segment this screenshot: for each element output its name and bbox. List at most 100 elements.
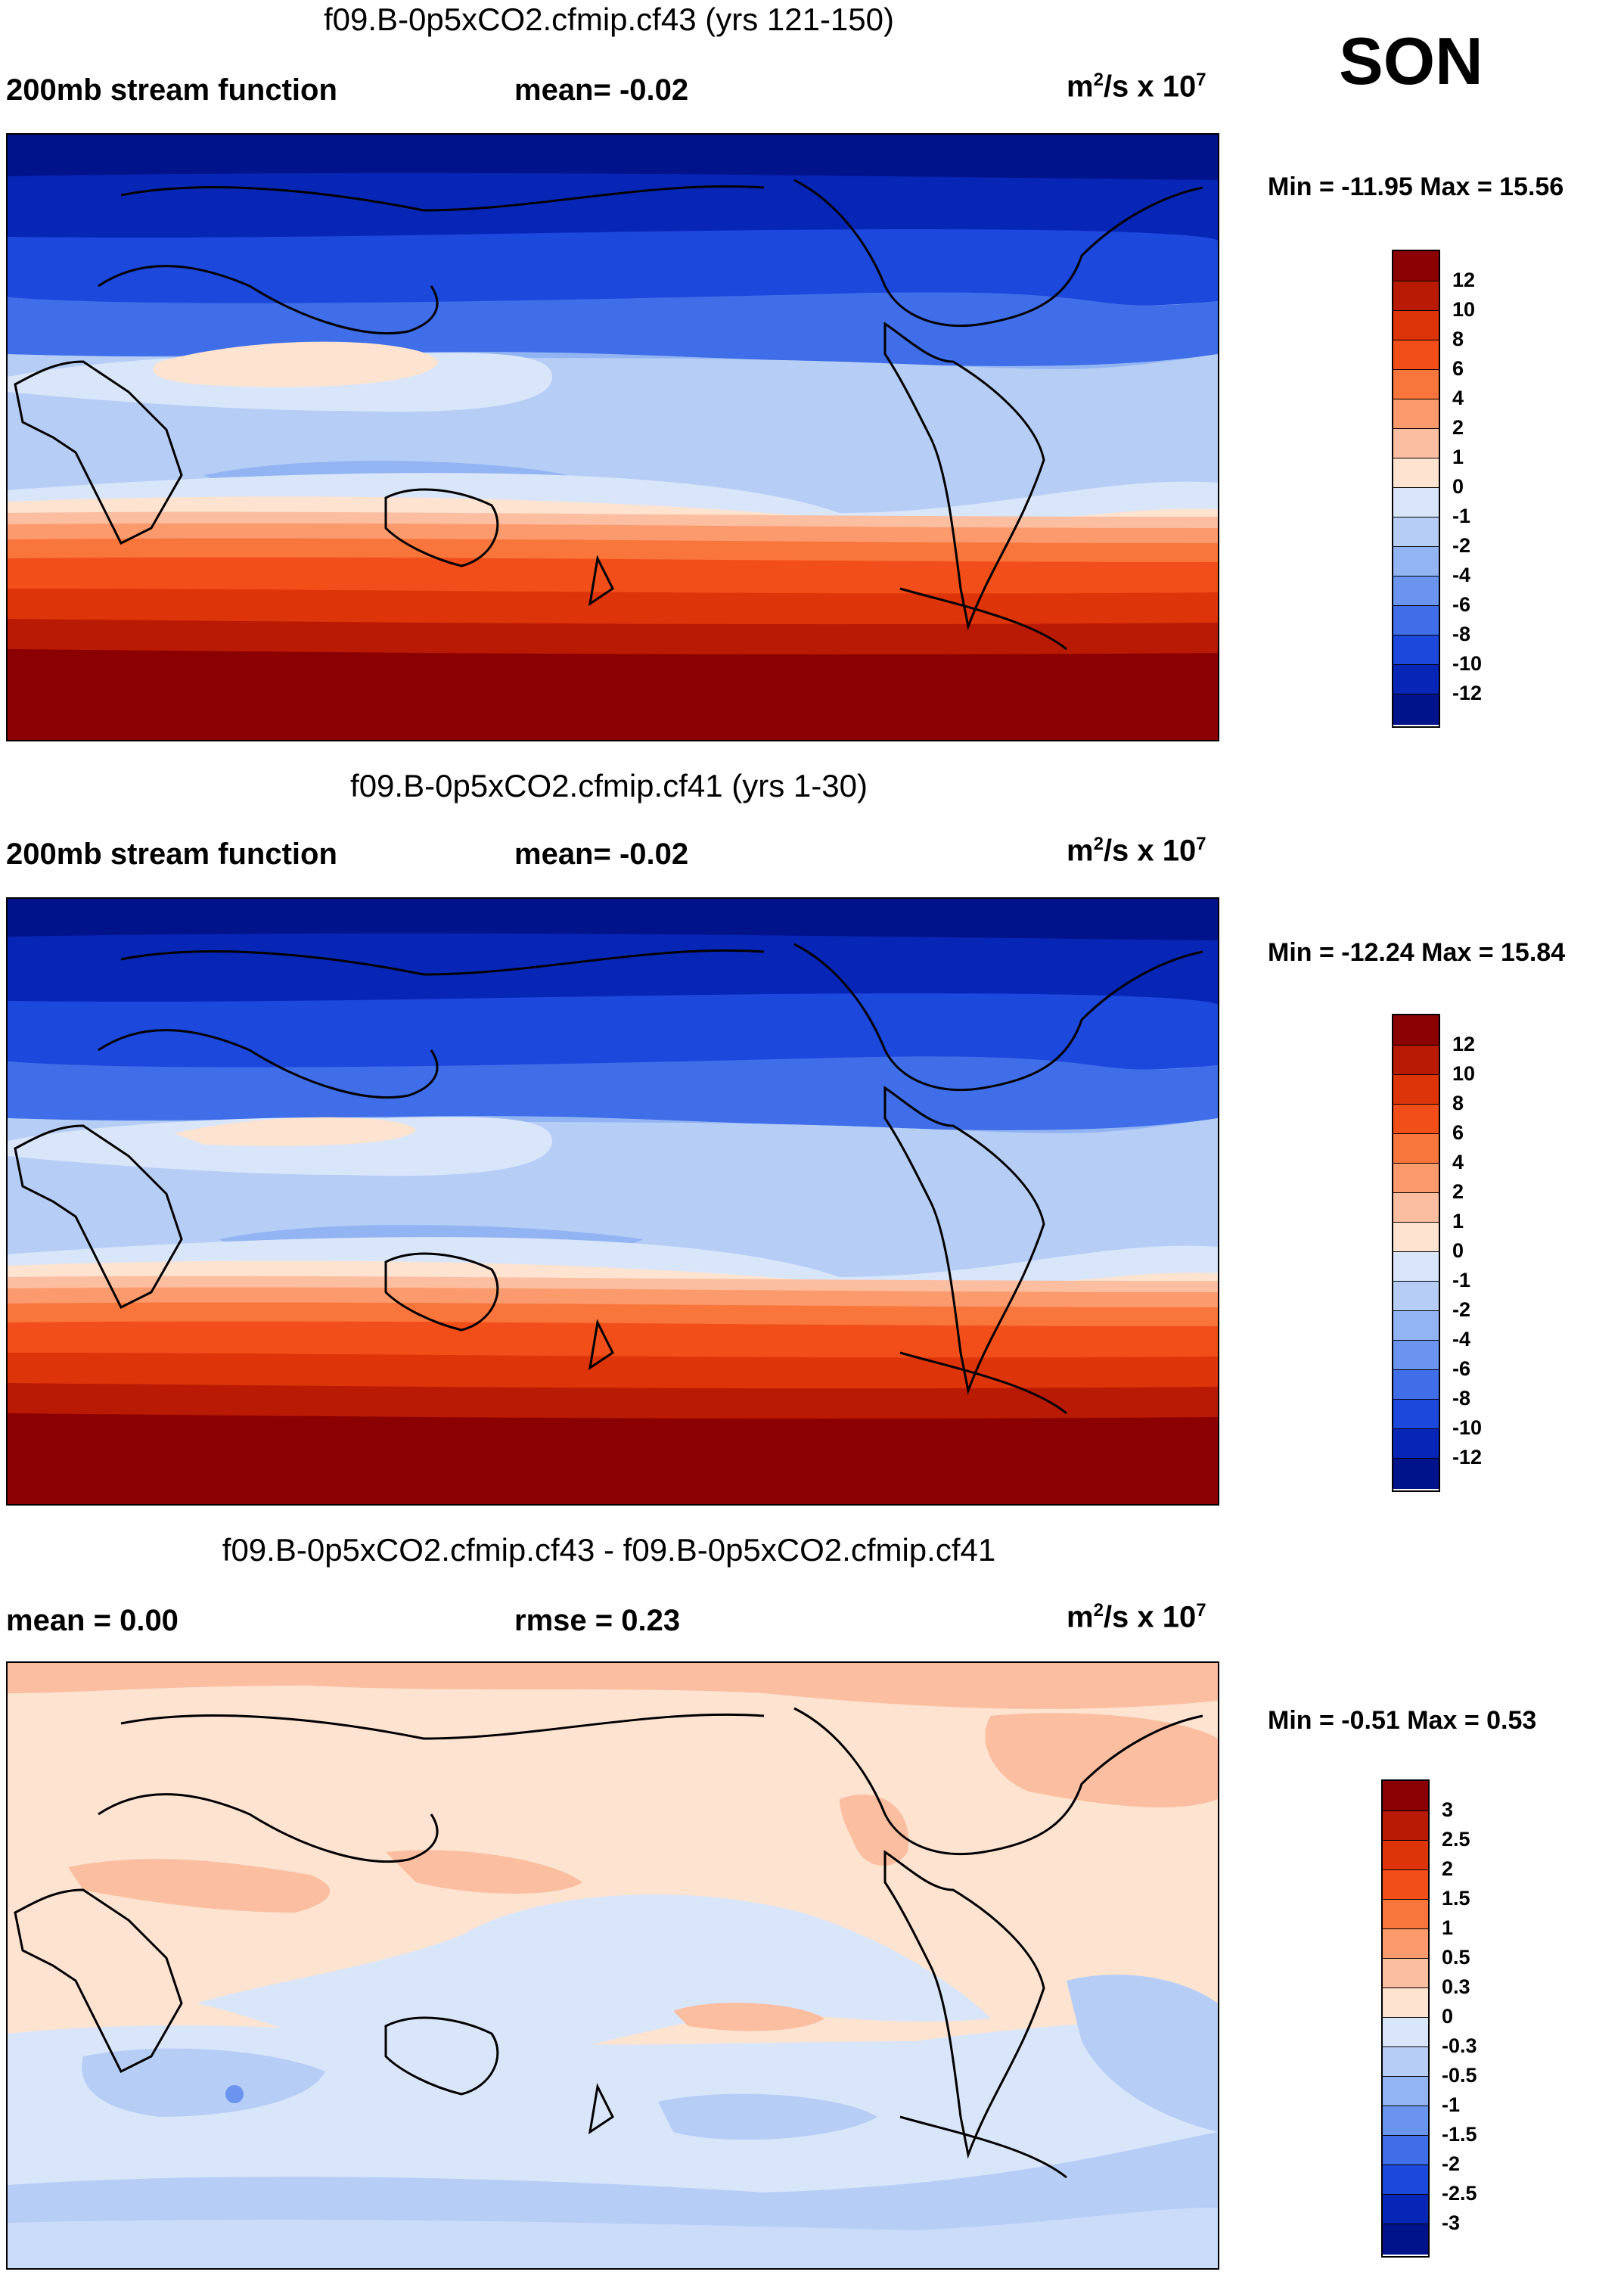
panel3-colorbar-swatch	[1383, 2047, 1428, 2077]
panel3-map	[6, 1661, 1219, 2270]
panel3-colorbar-swatch	[1383, 1959, 1428, 1988]
panel1-colorbar-label: 1	[1452, 446, 1464, 468]
panel1-colorbar-swatch	[1393, 547, 1439, 576]
panel1-colorbar-swatch	[1393, 458, 1439, 488]
panel3-colorbar-swatch	[1383, 2136, 1428, 2165]
panel2-colorbar-label: 10	[1452, 1062, 1476, 1085]
panel1-colorbar-swatch	[1393, 399, 1439, 429]
panel1-colorbar-swatch	[1393, 251, 1439, 281]
panel2-map	[6, 897, 1219, 1506]
panel3-colorbar-swatch	[1383, 2195, 1428, 2224]
panel1-colorbar-swatch	[1393, 281, 1439, 311]
panel2-colorbar-label: 2	[1452, 1180, 1464, 1203]
panel3-colorbar-swatch	[1383, 1781, 1428, 1811]
panel2-colorbar-swatch	[1393, 1015, 1439, 1046]
panel1-colorbar-label: 4	[1452, 387, 1464, 409]
panel2-colorbar-swatch	[1393, 1370, 1439, 1400]
panel3-colorbar-label: -1.5	[1442, 2123, 1477, 2146]
panel3-colorbar-swatch	[1383, 2165, 1428, 2195]
panel3-colorbar-swatch	[1383, 1988, 1428, 2018]
panel2-units: m2/s x 107	[1067, 834, 1206, 868]
panel1-colorbar-swatch	[1393, 340, 1439, 370]
panel1-colorbar-swatch	[1393, 665, 1439, 695]
panel1-map	[6, 133, 1219, 741]
panel1-units: m2/s x 107	[1067, 70, 1206, 104]
panel3-colorbar-label: 0	[1442, 2005, 1454, 2028]
panel3-colorbar-label: 2	[1442, 1857, 1454, 1880]
panel1-colorbar-label: 8	[1452, 328, 1464, 350]
panel1-colorbar-swatch	[1393, 488, 1439, 517]
panel3-colorbar-label: 1.5	[1442, 1887, 1470, 1910]
panel2-colorbar-label: -12	[1452, 1446, 1483, 1468]
panel1-colorbar-swatch	[1393, 370, 1439, 399]
panel3-colorbar-swatch	[1383, 2224, 1428, 2255]
panel3-colorbar-label: -0.3	[1442, 2034, 1477, 2057]
panel3-colorbar-label: -3	[1442, 2211, 1461, 2234]
panel2-colorbar-swatch	[1393, 1193, 1439, 1223]
panel1-colorbar-label: 2	[1452, 416, 1464, 439]
panel2-colorbar-swatch	[1393, 1105, 1439, 1134]
panel3-colorbar-swatch	[1383, 1900, 1428, 1929]
panel1-title: f09.B-0p5xCO2.cfmip.cf43 (yrs 121-150)	[324, 2, 894, 37]
panel3-title: f09.B-0p5xCO2.cfmip.cf43 - f09.B-0p5xCO2…	[222, 1532, 996, 1568]
panel3-colorbar-label: 0.5	[1442, 1946, 1470, 1969]
panel3-colorbar-label: -1	[1442, 2093, 1461, 2116]
panel2-colorbar-label: 1	[1452, 1210, 1464, 1232]
panel3-colorbar-label: 0.3	[1442, 1975, 1470, 1998]
panel1-field-label: 200mb stream function	[6, 73, 337, 107]
panel2-colorbar	[1392, 1014, 1440, 1492]
panel3-colorbar-swatch	[1383, 1929, 1428, 1959]
panel3-colorbar-swatch	[1383, 1841, 1428, 1870]
panel2-colorbar-label: 4	[1452, 1151, 1464, 1173]
panel1-colorbar-swatch	[1393, 636, 1439, 665]
panel2-colorbar-swatch	[1393, 1046, 1439, 1075]
panel2-min-max: Min = -12.24 Max = 15.84	[1268, 938, 1566, 967]
panel2-colorbar-label: 6	[1452, 1121, 1464, 1144]
panel3-colorbar	[1381, 1779, 1430, 2258]
panel3-rmse-label: rmse = 0.23	[514, 1604, 681, 1637]
panel1-colorbar-swatch	[1393, 429, 1439, 458]
panel1-colorbar-label: -12	[1452, 682, 1483, 704]
panel2-title: f09.B-0p5xCO2.cfmip.cf41 (yrs 1-30)	[350, 768, 868, 803]
panel1-colorbar-label: 6	[1452, 357, 1464, 380]
panel2-colorbar-label: -2	[1452, 1298, 1471, 1321]
panel2-colorbar-swatch	[1393, 1223, 1439, 1252]
panel1-mean-label: mean= -0.02	[514, 73, 689, 107]
panel3-colorbar-swatch	[1383, 1870, 1428, 1900]
panel2-colorbar-swatch	[1393, 1429, 1439, 1459]
panel3-colorbar-swatch	[1383, 2077, 1428, 2106]
panel3-colorbar-label: -2.5	[1442, 2182, 1477, 2205]
panel2-colorbar-label: -10	[1452, 1416, 1483, 1439]
panel1-colorbar-swatch	[1393, 311, 1439, 340]
panel2-colorbar-label: -1	[1452, 1269, 1471, 1291]
panel1-colorbar-label: -4	[1452, 564, 1471, 586]
panel2-colorbar-swatch	[1393, 1459, 1439, 1489]
panel3-colorbar-label: -2	[1442, 2152, 1461, 2175]
panel1-colorbar-swatch	[1393, 517, 1439, 547]
panel2-field-label: 200mb stream function	[6, 838, 337, 871]
panel2-colorbar-swatch	[1393, 1252, 1439, 1282]
panel3-colorbar-swatch	[1383, 1811, 1428, 1841]
panel1-min-max: Min = -11.95 Max = 15.56	[1268, 172, 1564, 201]
panel1-colorbar-label: -2	[1452, 534, 1471, 557]
panel1-colorbar-label: 0	[1452, 475, 1464, 498]
panel3-colorbar-swatch	[1383, 2106, 1428, 2136]
panel2-colorbar-swatch	[1393, 1341, 1439, 1370]
panel2-colorbar-swatch	[1393, 1134, 1439, 1164]
panel2-colorbar-label: 8	[1452, 1092, 1464, 1114]
panel3-colorbar-label: 3	[1442, 1798, 1454, 1821]
panel2-colorbar-swatch	[1393, 1282, 1439, 1311]
panel3-colorbar-swatch	[1383, 2018, 1428, 2047]
panel2-colorbar-swatch	[1393, 1400, 1439, 1429]
panel1-colorbar	[1392, 250, 1440, 728]
panel3-mean-label: mean = 0.00	[6, 1604, 179, 1637]
season-label: SON	[1339, 23, 1483, 98]
panel3-colorbar-label: 2.5	[1442, 1828, 1470, 1851]
panel2-colorbar-label: 0	[1452, 1239, 1464, 1262]
panel3-colorbar-label: -0.5	[1442, 2064, 1477, 2087]
panel1-colorbar-label: -10	[1452, 652, 1483, 675]
panel3-units: m2/s x 107	[1067, 1600, 1206, 1634]
panel2-colorbar-label: -4	[1452, 1328, 1471, 1350]
panel2-colorbar-swatch	[1393, 1164, 1439, 1193]
panel1-colorbar-label: -8	[1452, 623, 1471, 645]
